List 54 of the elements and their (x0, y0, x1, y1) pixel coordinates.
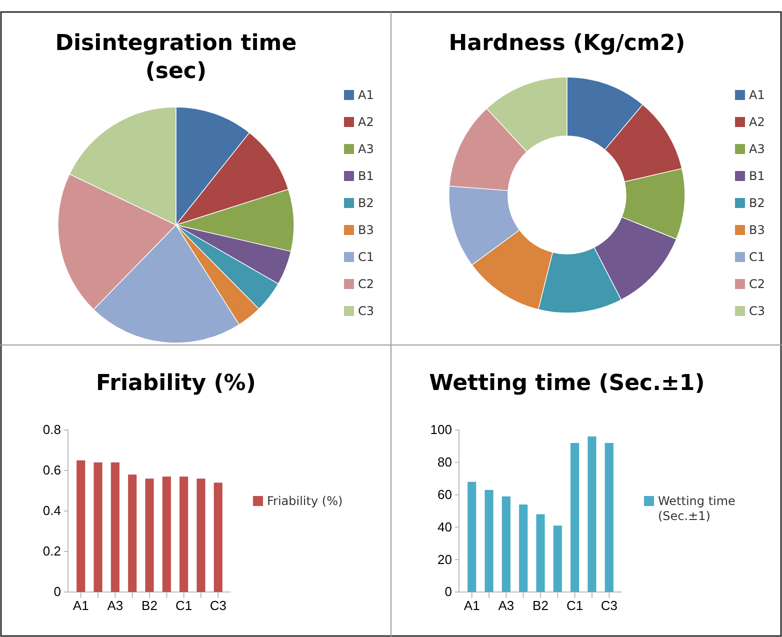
y-tick-label: 0.8 (42, 422, 61, 438)
bar (468, 482, 476, 592)
x-tick-label: A3 (107, 598, 124, 614)
x-tick-label: C3 (210, 598, 226, 614)
y-tick-label: 20 (438, 552, 452, 567)
bar (588, 436, 596, 592)
legend-label: C2 (749, 277, 766, 291)
legend-label: C1 (358, 250, 374, 264)
y-tick-label: 0.2 (42, 544, 61, 559)
legend-label: B1 (358, 169, 374, 183)
x-tick-label: B2 (142, 598, 158, 614)
legend-label: C3 (358, 304, 374, 318)
legend-label: A3 (358, 142, 374, 156)
legend-label: B2 (749, 196, 765, 210)
x-tick-label: A1 (72, 598, 89, 614)
y-tick-label: 0 (444, 584, 452, 600)
legend-label: B3 (749, 223, 765, 237)
legend-label: B3 (358, 223, 374, 237)
y-tick-label: 0.6 (42, 462, 61, 478)
bar (536, 514, 545, 592)
legend-label: Wetting time (Sec.±1) (658, 494, 736, 523)
x-tick-label: B2 (532, 598, 548, 614)
chart-title: Disintegration time (sec) (55, 31, 297, 84)
legend-label: A2 (749, 115, 765, 129)
bar (519, 504, 528, 592)
x-tick-label: C1 (176, 598, 192, 614)
chart-title: Friability (%) (96, 371, 256, 396)
y-tick-label: 60 (438, 486, 452, 502)
chart-title: Hardness (Kg/cm2) (448, 31, 686, 56)
x-tick-label: C1 (566, 598, 584, 614)
legend-label: Friability (%) (267, 494, 343, 508)
y-tick-label: 100 (430, 422, 452, 438)
bar (604, 442, 614, 592)
y-tick-label: 0 (54, 584, 61, 600)
x-tick-label: A1 (464, 598, 480, 614)
y-tick-label: 0.4 (42, 503, 61, 518)
bar (484, 490, 494, 592)
legend-label: C2 (358, 277, 374, 291)
legend-label: B2 (358, 196, 374, 210)
legend-label: A3 (749, 142, 765, 156)
legend-label: A1 (749, 88, 765, 102)
bar (570, 442, 580, 592)
legend-label: A1 (358, 88, 374, 102)
legend-label: B1 (749, 169, 765, 183)
chart-title: Wetting time (Sec.±1) (429, 371, 705, 396)
legend-label: C3 (749, 304, 766, 318)
y-tick-label: 40 (438, 519, 452, 534)
legend-label: C1 (749, 250, 766, 264)
y-tick-label: 80 (438, 454, 452, 470)
bar (553, 526, 562, 592)
bar (502, 496, 510, 592)
x-tick-label: A3 (498, 598, 514, 614)
legend-label: A2 (358, 115, 374, 129)
x-tick-label: C3 (600, 598, 618, 614)
